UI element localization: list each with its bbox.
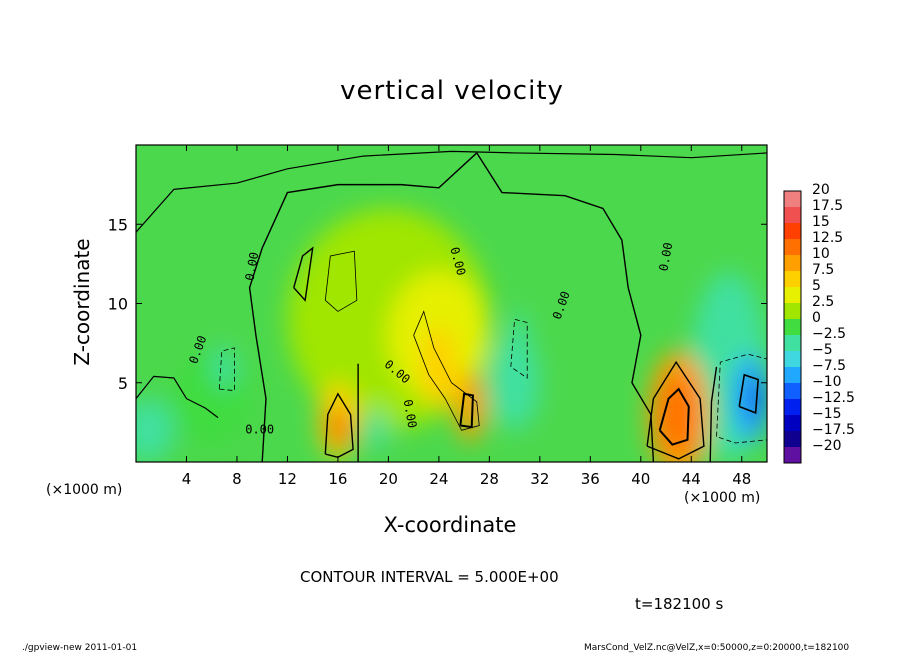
x-tick-label: 36: [581, 470, 600, 488]
colorbar-label: 20: [812, 182, 830, 198]
x-unit-left: (×1000 m): [46, 482, 123, 498]
x-tick-label: 40: [631, 470, 650, 488]
field-zone: [173, 351, 250, 447]
colorbar-label: −10: [812, 374, 842, 390]
colorbar-swatch: [784, 207, 801, 223]
footer-right: MarsCond_VelZ.nc@VelZ,x=0:50000,z=0:2000…: [584, 643, 850, 653]
contour-line: [459, 392, 474, 429]
contour-line: [709, 366, 718, 462]
contour-label: 0.00: [656, 241, 675, 272]
contour-line: [476, 152, 655, 462]
contour-label: 0.00: [243, 251, 262, 282]
colorbar: 2017.51512.5107.552.50−2.5−5−7.5−10−12.5…: [783, 182, 855, 464]
chart-title: vertical velocity: [340, 76, 564, 106]
field-spot: [327, 406, 351, 448]
colorbar-swatch: [784, 399, 801, 415]
y-tick-label: 10: [108, 295, 128, 314]
colorbar-label: 2.5: [812, 294, 834, 310]
y-axis-label: Z-coordinate: [70, 238, 94, 366]
contour-line: [510, 318, 528, 379]
colorbar-swatch: [784, 319, 801, 335]
x-tick-label: 28: [480, 470, 499, 488]
colorbar-label: −7.5: [812, 358, 846, 374]
colorbar-label: 17.5: [812, 198, 843, 214]
x-tick-label: 48: [732, 470, 751, 488]
colorbar-swatch: [784, 415, 801, 431]
contour-line: [248, 152, 478, 462]
field-spot: [365, 408, 386, 453]
colorbar-swatch: [784, 367, 801, 383]
contour-label: 0.00: [401, 398, 420, 429]
x-tick-label: 20: [379, 470, 398, 488]
contour-line: [658, 387, 690, 446]
x-tick-label: 12: [278, 470, 297, 488]
contour-label: 0.00: [245, 422, 274, 436]
x-tick-label: 44: [682, 470, 701, 488]
contour-line: [293, 246, 314, 302]
colorbar-swatch: [784, 383, 801, 399]
field-spot: [507, 309, 530, 393]
colorbar-frame: [783, 190, 802, 464]
colorbar-swatch: [784, 447, 801, 463]
contour-line: [646, 360, 705, 460]
colorbar-label: −20: [812, 438, 842, 454]
x-unit-right: (×1000 m): [684, 490, 761, 506]
field-spot: [421, 325, 457, 409]
time-text: t=182100 s: [635, 595, 724, 613]
x-tick-label: 4: [182, 470, 192, 488]
x-tick-label: 16: [328, 470, 347, 488]
colorbar-swatch: [784, 335, 801, 351]
colorbar-label: 5: [812, 278, 821, 294]
contour-line: [218, 347, 235, 392]
y-tick-label: 5: [118, 374, 128, 393]
field-zone: [136, 398, 174, 462]
colorbar-swatch: [784, 351, 801, 367]
contour-line: [716, 353, 767, 444]
colorbar-label: −15: [812, 406, 842, 422]
colorbar-swatch: [784, 287, 801, 303]
colorbar-label: −5: [812, 342, 833, 358]
contour-interval-text: CONTOUR INTERVAL = 5.000E+00: [300, 568, 559, 586]
colorbar-swatch: [784, 191, 801, 207]
field-spot: [212, 344, 236, 390]
colorbar-label: 12.5: [812, 230, 843, 246]
contour-line: [324, 250, 358, 312]
colorbar-swatch: [784, 431, 801, 447]
colorbar-swatch: [784, 303, 801, 319]
colorbar-label: −17.5: [812, 422, 855, 438]
colorbar-swatch: [784, 255, 801, 271]
y-axis: 5 10 15: [108, 215, 767, 393]
contour-line: [738, 373, 760, 414]
colorbar-label: 10: [812, 246, 830, 262]
colorbar-label: 15: [812, 214, 830, 230]
x-tick-label: 32: [530, 470, 549, 488]
contour-line: [136, 375, 219, 419]
colorbar-swatch: [784, 239, 801, 255]
x-tick-label: 24: [429, 470, 448, 488]
velocity-field: [136, 145, 767, 462]
colorbar-label: 7.5: [812, 262, 834, 278]
colorbar-swatch: [784, 223, 801, 239]
field-spot: [455, 371, 486, 442]
contour-lines: [136, 150, 767, 462]
x-tick-label: 8: [232, 470, 242, 488]
x-axis: 4 8 12 16 20 24 28 32 36 40 44 48: [182, 145, 751, 488]
footer-left: ./gpview-new 2011-01-01: [22, 643, 138, 653]
contour-line: [136, 150, 767, 233]
y-tick-label: 15: [108, 215, 128, 234]
colorbar-swatch: [784, 271, 801, 287]
colorbar-label: −2.5: [812, 326, 846, 342]
x-axis-label: X-coordinate: [383, 513, 517, 537]
colorbar-label: −12.5: [812, 390, 855, 406]
colorbar-label: 0: [812, 310, 821, 326]
contour-line: [413, 310, 480, 431]
